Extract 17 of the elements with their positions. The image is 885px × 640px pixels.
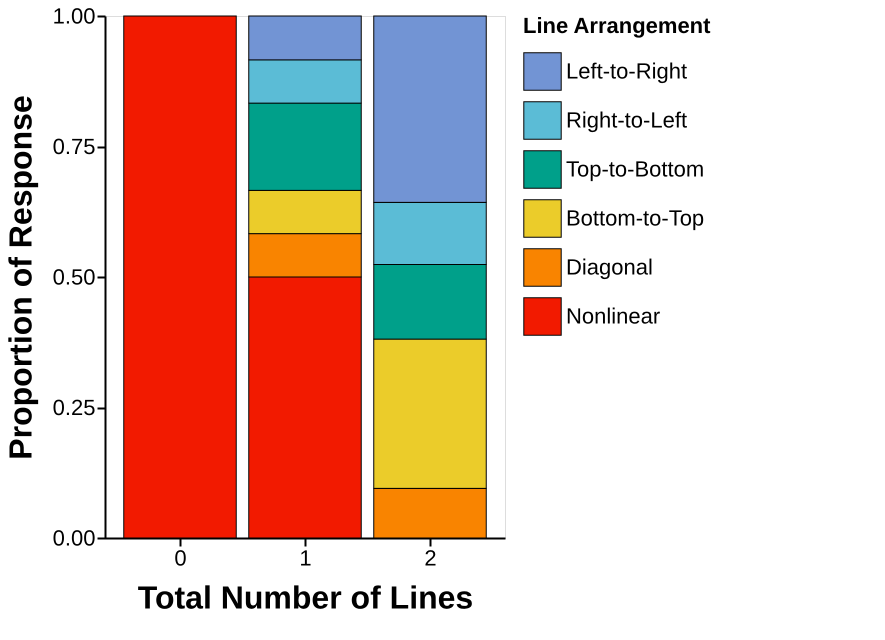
legend-label: Diagonal — [566, 254, 653, 280]
legend-label: Top-to-Bottom — [566, 156, 704, 182]
legend-title: Line Arrangement — [523, 13, 712, 38]
legend-label: Nonlinear — [566, 304, 660, 328]
x-tick-label: 2 — [424, 546, 437, 570]
y-tick-label: 0.25 — [52, 395, 96, 420]
legend-label: Bottom-to-Top — [566, 206, 704, 230]
legend-label: Right-to-Left — [566, 108, 688, 132]
y-tick-label: 0.50 — [52, 264, 96, 290]
x-axis-title: Total Number of Lines — [138, 580, 474, 616]
x-tick-label: 0 — [174, 546, 187, 570]
legend-label: Left-to-Right — [566, 58, 688, 84]
x-tick-label: 1 — [299, 546, 312, 570]
y-axis-title: Proportion of Response — [2, 95, 39, 460]
y-tick-label: 1.00 — [52, 4, 96, 28]
y-tick-label: 0.75 — [52, 134, 96, 159]
y-tick-label: 0.00 — [52, 526, 96, 550]
